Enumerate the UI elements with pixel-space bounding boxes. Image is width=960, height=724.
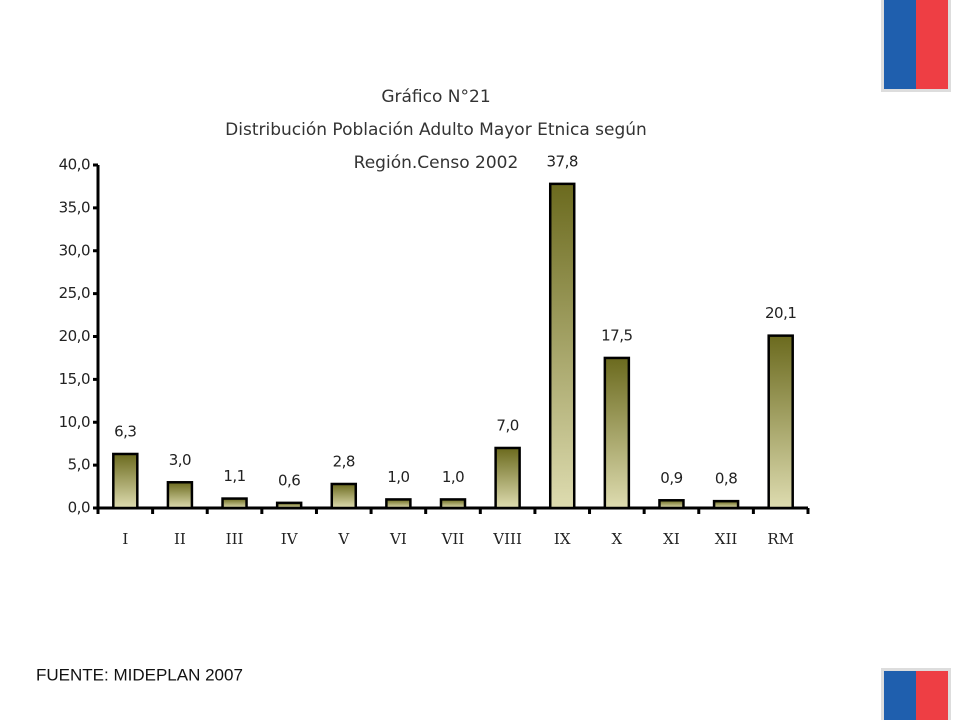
x-tick-label: V	[337, 530, 350, 548]
chart-title: Distribución Población Adulto Mayor Etni…	[225, 120, 647, 140]
x-tick-label: I	[122, 530, 128, 548]
x-tick-label: IX	[554, 530, 571, 548]
y-tick-label: 0,0	[68, 499, 90, 517]
y-tick-label: 35,0	[59, 198, 90, 216]
bar	[385, 498, 412, 510]
x-tick-label: II	[174, 530, 186, 548]
bar	[658, 499, 685, 510]
value-label: 17,5	[601, 326, 632, 344]
y-tick-label: 5,0	[68, 456, 90, 474]
bar	[275, 501, 303, 510]
value-label: 1,1	[223, 467, 245, 485]
y-tick-label: 10,0	[59, 413, 90, 431]
bar	[112, 452, 139, 510]
value-label: 7,0	[496, 416, 518, 434]
x-tick-label: VII	[441, 530, 465, 548]
chart-title: Gráfico N°21	[381, 87, 490, 107]
y-tick-label: 40,0	[59, 156, 90, 174]
value-label: 0,6	[278, 471, 300, 489]
bar	[439, 498, 467, 510]
bar	[603, 356, 631, 510]
x-tick-label: RM	[767, 530, 794, 548]
bar	[548, 182, 576, 510]
bar	[712, 499, 740, 510]
bar	[330, 482, 358, 510]
x-tick-label: IV	[281, 530, 299, 548]
source-note: FUENTE: MIDEPLAN 2007	[36, 665, 243, 684]
y-tick-label: 20,0	[59, 327, 90, 345]
x-tick-label: X	[612, 530, 623, 548]
y-tick-label: 30,0	[59, 241, 90, 259]
value-label: 3,0	[169, 451, 191, 469]
bar	[494, 446, 521, 510]
x-tick-label: XI	[663, 530, 680, 548]
value-label: 1,0	[442, 468, 464, 486]
value-label: 1,0	[387, 468, 409, 486]
value-label: 2,8	[333, 452, 355, 470]
value-label: 0,9	[660, 469, 682, 487]
chart-title: Región.Censo 2002	[354, 153, 519, 173]
flag-icon	[881, 0, 951, 92]
bar	[767, 334, 794, 510]
x-tick-label: XII	[715, 530, 738, 548]
bar	[166, 481, 194, 510]
value-label: 6,3	[114, 422, 136, 440]
value-label: 0,8	[715, 470, 737, 488]
flag-icon	[881, 668, 951, 724]
x-tick-label: III	[226, 530, 244, 548]
x-tick-label: VIII	[492, 530, 522, 548]
y-tick-label: 15,0	[59, 370, 90, 388]
x-tick-label: VI	[389, 530, 407, 548]
y-tick-label: 25,0	[59, 284, 90, 302]
value-label: 20,1	[765, 304, 796, 322]
value-label: 37,8	[547, 152, 578, 170]
bar	[221, 497, 248, 510]
